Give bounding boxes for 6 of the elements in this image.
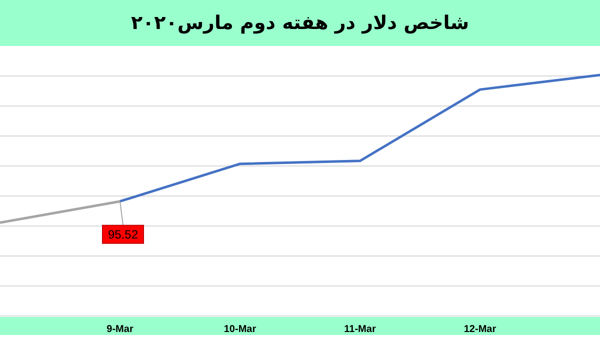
x-tick-label: 9-Mar bbox=[106, 324, 134, 336]
annotation: 95.52 bbox=[108, 227, 138, 242]
x-tick-label: 12-Mar bbox=[464, 324, 496, 336]
x-tick-label: 11-Mar bbox=[344, 324, 376, 336]
x-tick-label: 10-Mar bbox=[224, 324, 256, 336]
chart-title: شاخص دلار در هفته دوم مارس۲۰۲۰ bbox=[130, 12, 470, 34]
